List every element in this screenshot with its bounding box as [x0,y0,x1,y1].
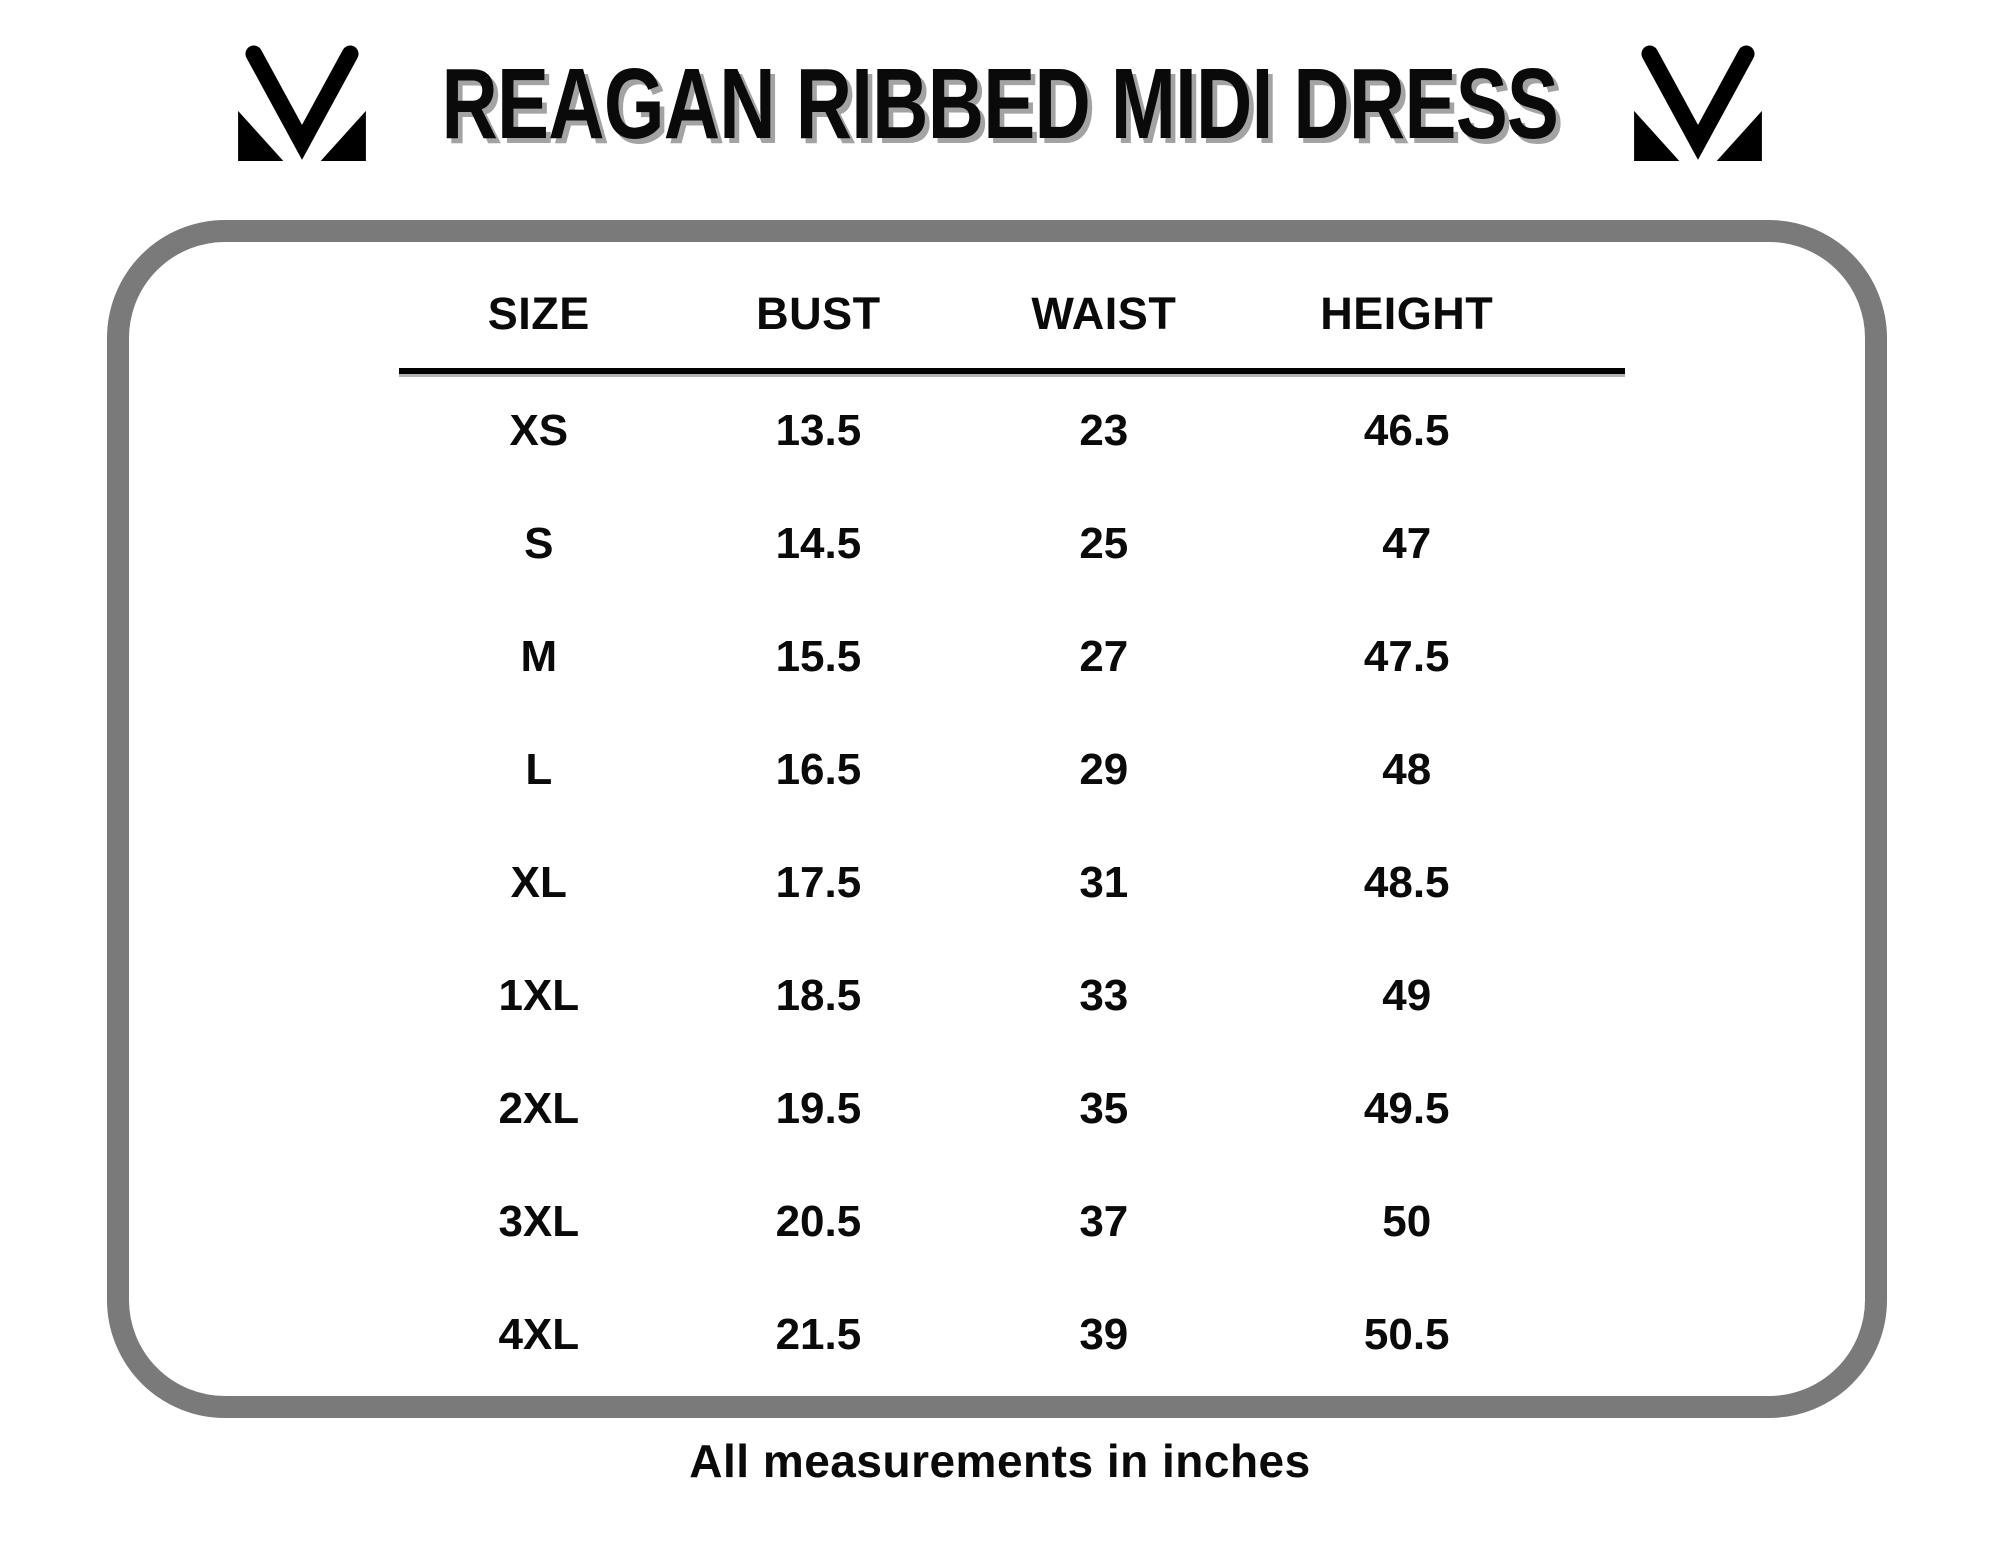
table-row: 1XL 18.5 33 49 [399,939,1564,1052]
row-bust: 13.5 [775,405,862,455]
row-height: 49 [1382,970,1432,1020]
row-height: 48 [1382,744,1432,794]
table-row: 3XL 20.5 37 50 [399,1165,1564,1278]
col-header-height: HEIGHT [1320,288,1494,339]
row-bust: 15.5 [775,631,862,681]
col-header-waist: WAIST [1031,288,1177,339]
row-bust: 18.5 [775,970,862,1020]
mv-monogram-logo-left [238,45,366,162]
row-size: 4XL [498,1309,580,1359]
row-size: M [520,631,558,681]
table-row: XS 13.5 23 46.5 [399,374,1564,487]
col-header-bust: BUST [756,288,881,339]
row-size: L [525,744,553,794]
row-size: 2XL [498,1083,580,1133]
row-height: 46.5 [1363,405,1450,455]
header: REAGAN RIBBED MIDI DRESS [0,34,2000,174]
row-bust: 17.5 [775,857,862,907]
row-waist: 37 [1079,1196,1129,1246]
table-row: XL 17.5 31 48.5 [399,826,1564,939]
row-waist: 29 [1079,744,1129,794]
row-size: XS [509,405,569,455]
measurement-note: All measurements in inches [689,1435,1311,1487]
row-height: 47.5 [1363,631,1450,681]
row-waist: 39 [1079,1309,1129,1359]
table-row: 2XL 19.5 35 49.5 [399,1052,1564,1165]
title-box: REAGAN RIBBED MIDI DRESS [425,54,1575,154]
row-waist: 31 [1079,857,1129,907]
table-row: S 14.5 25 47 [399,487,1564,600]
page-title: REAGAN RIBBED MIDI DRESS [441,48,1559,160]
row-size: S [524,518,554,568]
row-bust: 14.5 [775,518,862,568]
row-bust: 20.5 [775,1196,862,1246]
header-divider [399,368,1625,374]
size-table-rows: XS 13.5 23 46.5 S 14.5 25 47 M 15.5 27 4… [399,374,1625,1391]
table-row: 4XL 21.5 39 50.5 [399,1278,1564,1391]
row-height: 47 [1382,518,1432,568]
row-size: XL [510,857,567,907]
row-waist: 23 [1079,405,1129,455]
row-bust: 19.5 [775,1083,862,1133]
row-height: 49.5 [1363,1083,1450,1133]
size-table: SIZE BUST WAIST HEIGHT XS 13.5 23 46.5 S… [399,242,1625,1391]
row-waist: 33 [1079,970,1129,1020]
row-waist: 25 [1079,518,1129,568]
size-table-header: SIZE BUST WAIST HEIGHT [399,242,1564,368]
row-size: 1XL [498,970,580,1020]
mv-monogram-logo-right [1634,45,1762,162]
row-waist: 27 [1079,631,1129,681]
size-chart-frame [107,220,1887,1418]
row-height: 48.5 [1363,857,1450,907]
row-size: 3XL [498,1196,580,1246]
row-bust: 21.5 [775,1309,862,1359]
row-height: 50.5 [1363,1309,1450,1359]
table-row: L 16.5 29 48 [399,713,1564,826]
row-height: 50 [1382,1196,1432,1246]
col-header-size: SIZE [487,288,590,339]
row-waist: 35 [1079,1083,1129,1133]
table-row: M 15.5 27 47.5 [399,600,1564,713]
row-bust: 16.5 [775,744,862,794]
